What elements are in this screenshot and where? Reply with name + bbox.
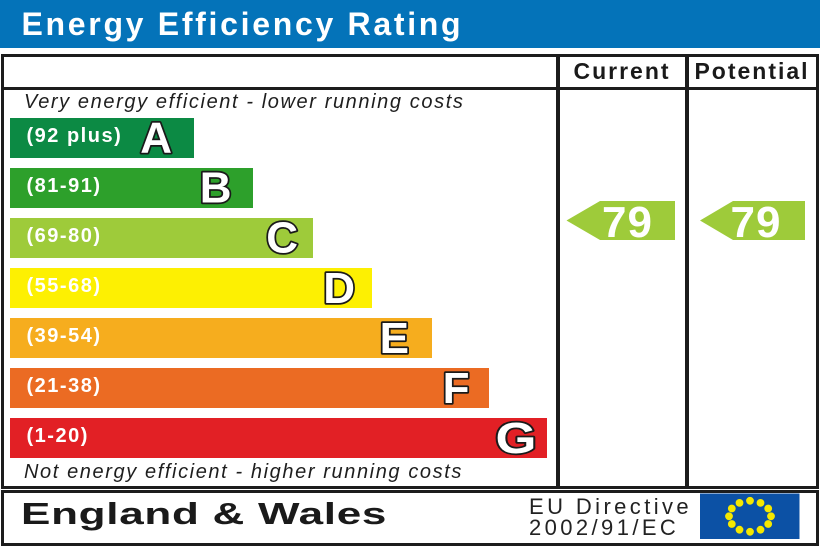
svg-text:79: 79 — [602, 198, 653, 247]
svg-text:G: G — [496, 414, 537, 463]
svg-text:D: D — [323, 264, 355, 313]
svg-text:79: 79 — [731, 198, 782, 247]
svg-text:B: B — [200, 164, 232, 213]
svg-text:C: C — [266, 214, 298, 263]
svg-text:F: F — [443, 364, 470, 413]
svg-text:A: A — [140, 114, 172, 163]
svg-text:E: E — [380, 314, 409, 363]
